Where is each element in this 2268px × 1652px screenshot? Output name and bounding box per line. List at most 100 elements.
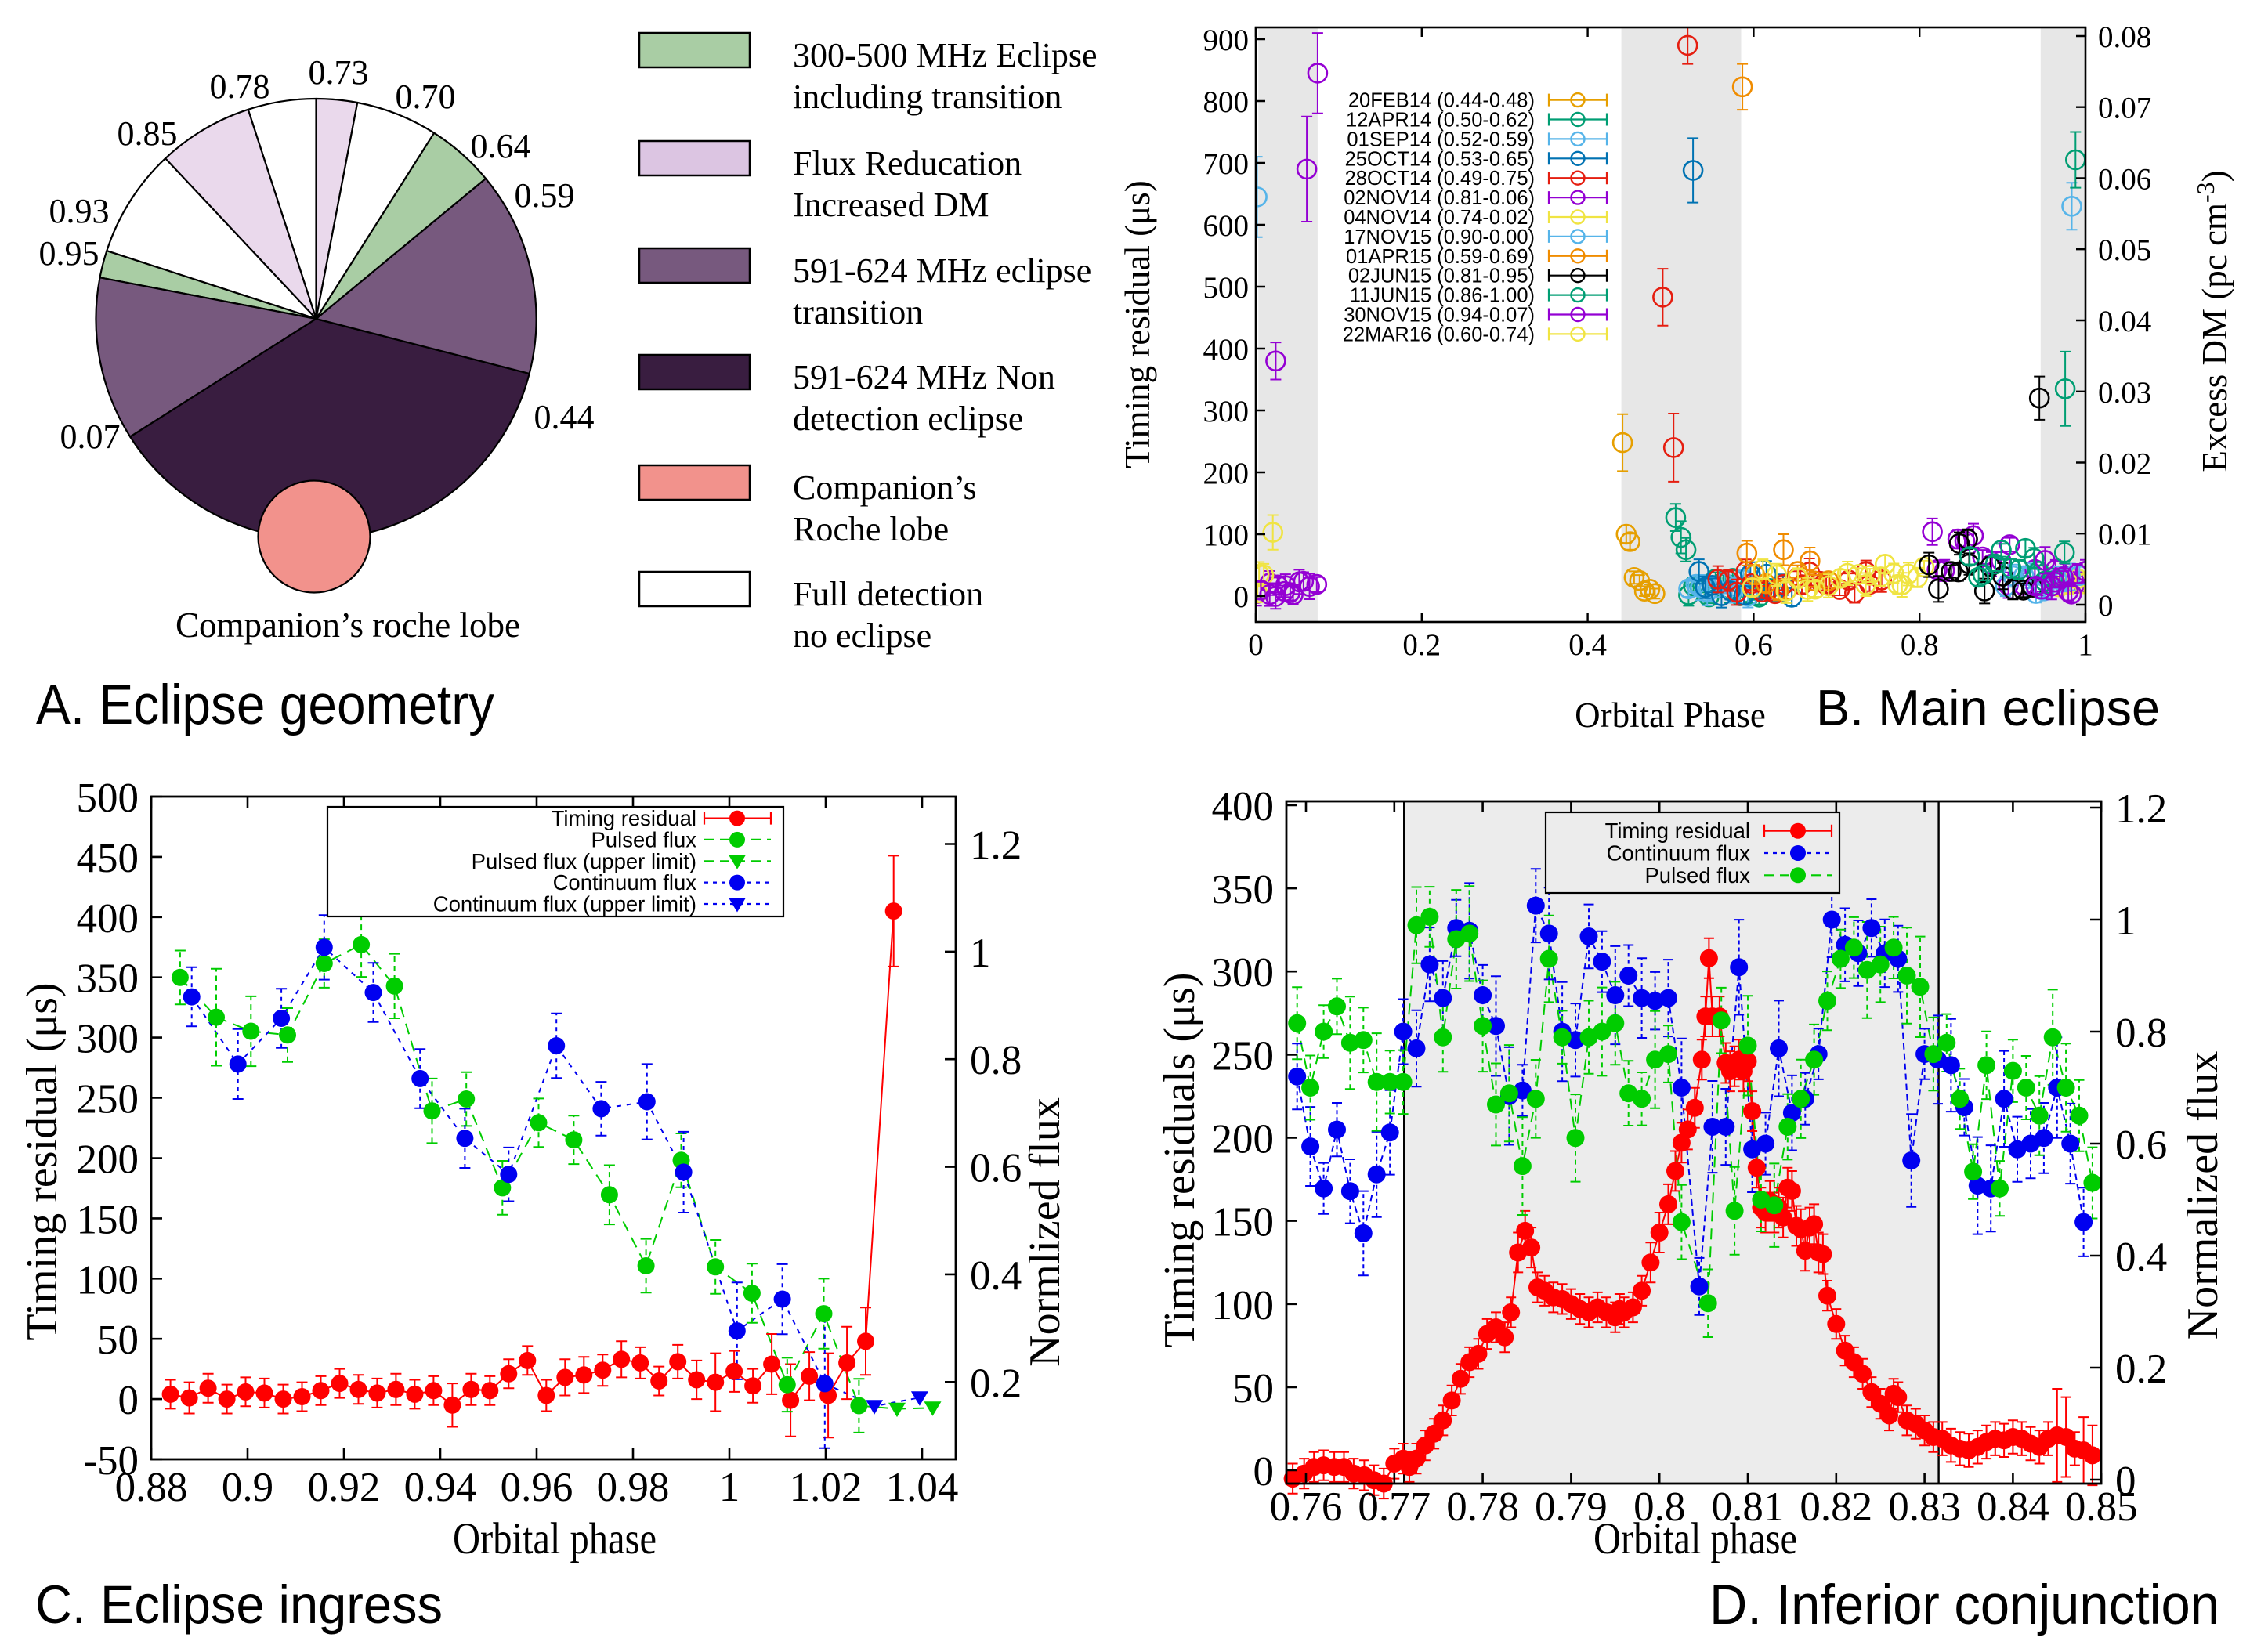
svg-text:150: 150 (77, 1197, 139, 1242)
svg-text:0.94: 0.94 (404, 1465, 477, 1510)
svg-text:1: 1 (2078, 628, 2093, 662)
svg-text:250: 250 (77, 1077, 139, 1122)
svg-text:0.2: 0.2 (1402, 628, 1441, 662)
svg-text:100: 100 (1203, 519, 1250, 552)
svg-text:400: 400 (1203, 333, 1250, 367)
svg-text:0.4: 0.4 (970, 1253, 1022, 1299)
svg-text:Pulsed flux: Pulsed flux (591, 827, 696, 851)
svg-text:150: 150 (1212, 1200, 1275, 1245)
svg-text:450: 450 (77, 836, 139, 881)
svg-text:Continuum flux (upper limit): Continuum flux (upper limit) (433, 892, 696, 916)
svg-text:Pulsed flux: Pulsed flux (1644, 863, 1750, 887)
svg-text:01SEP14 (0.52-0.59): 01SEP14 (0.52-0.59) (1347, 128, 1535, 150)
svg-text:02JUN15 (0.81-0.95): 02JUN15 (0.81-0.95) (1348, 266, 1535, 287)
svg-text:0.81: 0.81 (1712, 1484, 1785, 1530)
svg-text:0.85: 0.85 (118, 114, 178, 153)
svg-text:Continuum flux: Continuum flux (553, 870, 697, 895)
svg-text:including transition: including transition (793, 78, 1062, 116)
svg-text:700: 700 (1203, 147, 1250, 181)
svg-text:transition: transition (793, 293, 923, 331)
svg-text:0: 0 (2098, 589, 2114, 623)
svg-text:D. Inferior conjunction: D. Inferior conjunction (1709, 1574, 2219, 1636)
svg-text:Timing residual: Timing residual (1605, 819, 1750, 843)
svg-text:0.85: 0.85 (2065, 1484, 2138, 1530)
svg-text:0.05: 0.05 (2098, 233, 2151, 267)
svg-text:1: 1 (970, 931, 991, 976)
svg-text:17NOV15 (0.90-0.00): 17NOV15 (0.90-0.00) (1344, 226, 1535, 248)
svg-text:Continuum flux: Continuum flux (1607, 841, 1751, 866)
svg-text:0.44: 0.44 (534, 398, 595, 436)
svg-text:200: 200 (1203, 457, 1250, 490)
svg-text:0.8: 0.8 (2115, 1010, 2167, 1056)
svg-text:0.8: 0.8 (1633, 1484, 1685, 1530)
svg-text:591-624 MHz Non: 591-624 MHz Non (793, 358, 1055, 396)
svg-text:Excess DM (pc cm-3): Excess DM (pc cm-3) (2191, 170, 2234, 472)
svg-text:800: 800 (1203, 85, 1250, 119)
svg-text:01APR15 (0.59-0.69): 01APR15 (0.59-0.69) (1346, 246, 1535, 268)
svg-text:11JUN15 (0.86-1.00): 11JUN15 (0.86-1.00) (1350, 285, 1535, 307)
svg-text:Pulsed flux (upper limit): Pulsed flux (upper limit) (472, 849, 696, 873)
svg-text:Flux Reducation: Flux Reducation (793, 144, 1022, 183)
svg-text:Orbital phase: Orbital phase (1593, 1514, 1797, 1563)
svg-text:0.88: 0.88 (115, 1465, 188, 1510)
svg-text:Timing residual (μs): Timing residual (μs) (1118, 180, 1157, 468)
svg-text:0.78: 0.78 (210, 67, 270, 106)
svg-text:Timing residuals (μs): Timing residuals (μs) (1156, 972, 1204, 1347)
svg-text:0.83: 0.83 (1888, 1484, 1961, 1530)
svg-text:0.03: 0.03 (2098, 376, 2151, 410)
svg-text:0.93: 0.93 (49, 192, 110, 230)
svg-text:detection eclipse: detection eclipse (793, 399, 1023, 438)
svg-text:A. Eclipse geometry: A. Eclipse geometry (36, 674, 494, 736)
svg-text:1.04: 1.04 (886, 1465, 959, 1510)
svg-text:0.95: 0.95 (39, 234, 99, 273)
svg-text:0.2: 0.2 (2115, 1347, 2167, 1392)
svg-text:350: 350 (77, 956, 139, 1002)
svg-text:0: 0 (1234, 580, 1250, 614)
svg-text:Timing residual (μs): Timing residual (μs) (18, 982, 67, 1340)
svg-text:0: 0 (1253, 1449, 1275, 1495)
svg-text:0.02: 0.02 (2098, 447, 2151, 481)
svg-text:0: 0 (1248, 628, 1264, 662)
svg-text:30NOV15 (0.94-0.07): 30NOV15 (0.94-0.07) (1344, 305, 1535, 327)
svg-text:Increased DM: Increased DM (793, 186, 989, 224)
svg-text:0: 0 (2115, 1459, 2136, 1504)
svg-text:Normlized flux: Normlized flux (1021, 1097, 1069, 1367)
svg-text:0.98: 0.98 (597, 1465, 670, 1510)
svg-text:600: 600 (1203, 209, 1250, 243)
svg-text:0.73: 0.73 (309, 53, 369, 92)
svg-text:0.4: 0.4 (1568, 628, 1607, 662)
svg-text:1.2: 1.2 (2115, 786, 2167, 832)
svg-text:400: 400 (77, 896, 139, 942)
svg-text:25OCT14 (0.53-0.65): 25OCT14 (0.53-0.65) (1345, 148, 1535, 170)
svg-text:Orbital phase: Orbital phase (453, 1514, 657, 1563)
svg-text:0.8: 0.8 (1901, 628, 1939, 662)
svg-text:0.01: 0.01 (2098, 518, 2151, 551)
svg-text:0.07: 0.07 (2098, 92, 2151, 125)
svg-text:300: 300 (1203, 395, 1250, 428)
svg-text:Companion’s roche lobe: Companion’s roche lobe (175, 605, 520, 645)
svg-text:22MAR16 (0.60-0.74): 22MAR16 (0.60-0.74) (1343, 324, 1535, 345)
svg-text:0.06: 0.06 (2098, 163, 2151, 197)
svg-text:20FEB14 (0.44-0.48): 20FEB14 (0.44-0.48) (1348, 90, 1535, 112)
svg-text:0.6: 0.6 (1734, 628, 1773, 662)
svg-text:0.78: 0.78 (1446, 1484, 1519, 1530)
svg-text:0.76: 0.76 (1270, 1484, 1343, 1530)
svg-text:C. Eclipse ingress: C. Eclipse ingress (35, 1574, 443, 1635)
svg-text:0.64: 0.64 (471, 127, 531, 165)
svg-text:200: 200 (1212, 1117, 1275, 1162)
svg-text:28OCT14 (0.49-0.75): 28OCT14 (0.49-0.75) (1345, 168, 1535, 190)
svg-text:300-500 MHz Eclipse: 300-500 MHz Eclipse (793, 36, 1098, 74)
svg-text:100: 100 (1212, 1283, 1275, 1328)
svg-text:300: 300 (77, 1017, 139, 1062)
svg-text:Normalized flux: Normalized flux (2179, 1051, 2227, 1340)
svg-text:350: 350 (1212, 867, 1275, 913)
svg-text:50: 50 (1232, 1366, 1274, 1412)
svg-text:0.70: 0.70 (396, 78, 456, 116)
svg-text:0.84: 0.84 (1977, 1484, 2049, 1530)
svg-text:0.79: 0.79 (1535, 1484, 1608, 1530)
svg-text:0.9: 0.9 (222, 1465, 273, 1510)
svg-text:0: 0 (118, 1378, 139, 1423)
svg-text:04NOV14 (0.74-0.02): 04NOV14 (0.74-0.02) (1344, 207, 1535, 229)
svg-text:100: 100 (77, 1257, 139, 1303)
svg-text:0.77: 0.77 (1358, 1484, 1431, 1530)
